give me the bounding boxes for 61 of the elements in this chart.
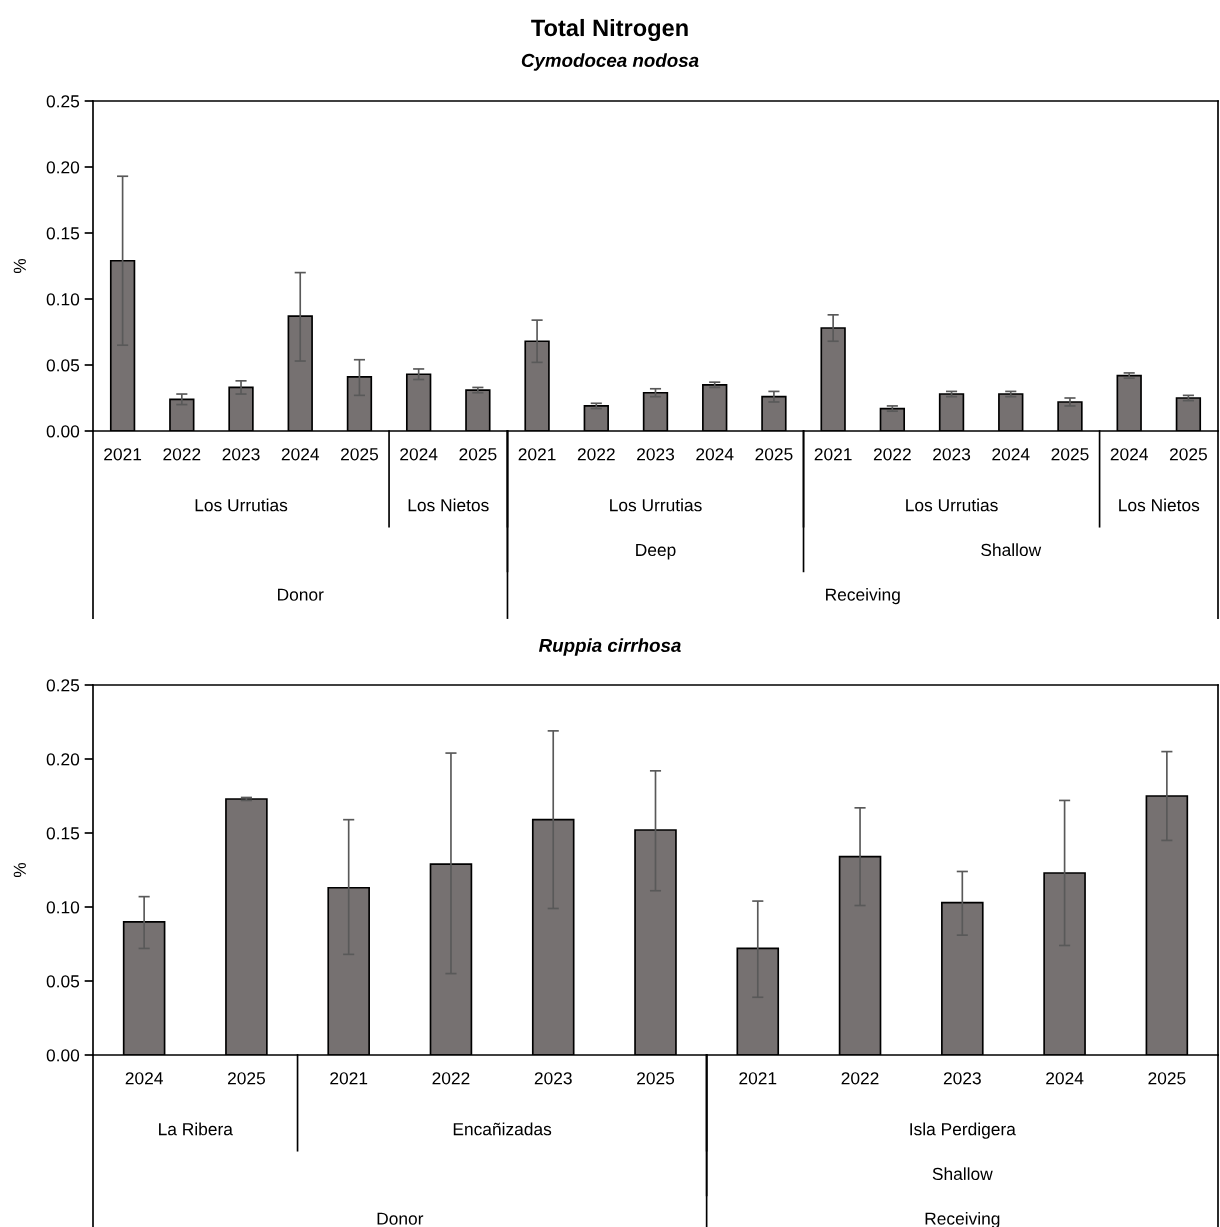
y-tick-label: 0.00	[46, 1049, 80, 1062]
x-tick-label: 2024	[281, 448, 320, 461]
x-tick-label: 2025	[1169, 448, 1207, 461]
x-tick-label: 2025	[1051, 448, 1089, 461]
text: Deep	[636, 543, 676, 560]
x-tick-label: 2024	[1110, 448, 1148, 461]
text: Donor	[377, 1212, 424, 1225]
x-tick-label: 2022	[432, 1072, 470, 1085]
y-tick-label: 0.10	[46, 293, 80, 306]
x-tick-label: 2021	[518, 448, 556, 461]
x-tick-label: 2021	[104, 448, 142, 461]
text: Los Nietos	[408, 498, 489, 512]
x-tick-label: 2023	[534, 1072, 572, 1085]
text: Isla Perdigera	[910, 1122, 1016, 1139]
x-tick-label: 2022	[163, 448, 201, 461]
x-tick-label: 2025	[341, 448, 379, 461]
x-tick-label: 2023	[933, 448, 971, 461]
y-tick-label: 0.20	[46, 753, 80, 766]
x-tick-label: 2021	[814, 448, 852, 461]
text: Los Urrutias	[195, 498, 288, 512]
x-tick-label: 2025	[1148, 1072, 1186, 1085]
chart-title: Ruppia cirrhosa	[538, 638, 681, 656]
text: Encañizadas	[453, 1122, 552, 1136]
x-tick-label: 2025	[637, 1072, 675, 1085]
x-tick-label: 2022	[873, 448, 911, 461]
text: Los Urrutias	[906, 498, 998, 512]
text: Donor	[278, 588, 324, 601]
text: Los Nietos	[1119, 498, 1200, 512]
y-tick-label: 0.10	[46, 901, 80, 914]
x-tick-label: 2023	[222, 448, 260, 461]
y-tick-label: 0.20	[46, 161, 80, 174]
chart-subtitle: Cymodocea nodosa	[521, 53, 699, 71]
text: Los Urrutias	[610, 498, 702, 512]
y-tick-label: 0.05	[46, 975, 80, 988]
y-tick-label: 0.25	[46, 95, 80, 108]
text: La Ribera	[159, 1122, 233, 1136]
y-axis-title: %	[13, 258, 26, 274]
y-tick-label: 0.15	[46, 227, 80, 240]
y-axis-title: %	[13, 862, 26, 878]
x-tick-label: 2022	[577, 448, 615, 461]
x-tick-label: 2024	[696, 448, 734, 461]
x-tick-label: 2025	[459, 448, 497, 461]
x-tick-label: 2021	[330, 1072, 368, 1085]
y-tick-label: 0.00	[46, 425, 80, 438]
x-tick-label: 2022	[841, 1072, 879, 1085]
x-tick-label: 2025	[755, 448, 793, 461]
x-tick-label: 2024	[992, 448, 1030, 461]
text: Shallow	[981, 543, 1042, 557]
x-tick-label: 2024	[125, 1072, 163, 1085]
x-tick-label: 2023	[943, 1072, 981, 1085]
y-tick-label: 0.15	[46, 827, 80, 840]
x-tick-label: 2023	[637, 448, 675, 461]
y-tick-label: 0.05	[46, 359, 80, 372]
x-tick-label: 2021	[739, 1072, 777, 1085]
x-tick-label: 2025	[227, 1072, 265, 1085]
x-tick-label: 2024	[400, 448, 438, 461]
chart-title: Total Nitrogen	[531, 18, 688, 42]
x-tick-label: 2024	[1046, 1072, 1084, 1085]
text: Receiving	[826, 588, 900, 605]
y-tick-label: 0.25	[46, 679, 80, 692]
text: Shallow	[932, 1167, 993, 1181]
